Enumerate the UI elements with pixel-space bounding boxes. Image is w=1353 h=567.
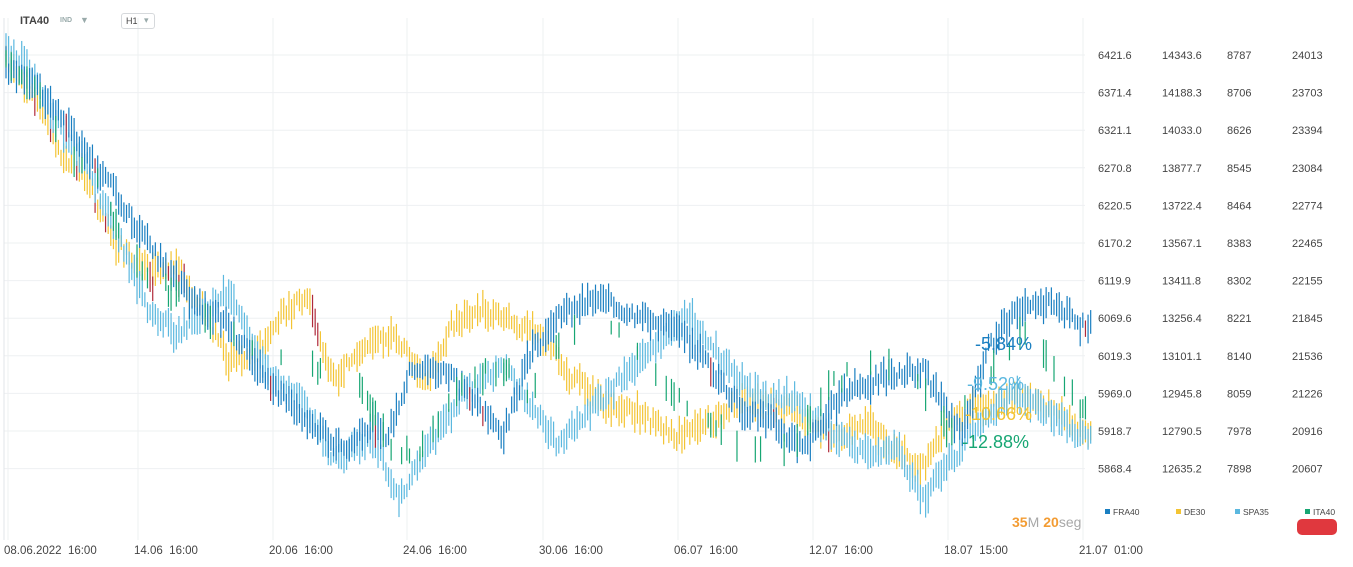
symbol-dropdown-icon[interactable]: ▼ bbox=[80, 15, 89, 25]
price-tick-label: 13256.4 bbox=[1162, 313, 1202, 325]
price-tick-label: 6019.3 bbox=[1098, 351, 1132, 363]
instrument-type-tag: IND bbox=[60, 17, 73, 24]
candle-countdown: 35M 20seg bbox=[1012, 514, 1081, 530]
price-tick-label: 8464 bbox=[1227, 200, 1251, 212]
time-tick-label: 08.06.2022 16:00 bbox=[4, 545, 97, 557]
countdown-seconds: 20 bbox=[1043, 514, 1059, 530]
series-FRA40 bbox=[5, 46, 1092, 464]
price-tick-label: 23703 bbox=[1292, 88, 1323, 100]
price-tick-label: 6270.8 bbox=[1098, 163, 1132, 175]
series-ITA40 bbox=[5, 50, 1087, 467]
legend-swatch bbox=[1176, 509, 1181, 514]
price-tick-label: 22465 bbox=[1292, 238, 1323, 250]
price-tick-label: 14188.3 bbox=[1162, 88, 1202, 100]
change-label-ITA40: -12.88% bbox=[962, 432, 1029, 452]
price-tick-label: 24013 bbox=[1292, 50, 1323, 62]
change-label-SPA35: -9.52% bbox=[967, 374, 1024, 394]
price-axes: 6421.6 6371.4 6321.1 6270.8 6220.5 6170.2 6119… bbox=[1098, 50, 1323, 476]
time-axis: 08.06.2022 16:00 14.06 16:00 20.06 16:00 24… bbox=[4, 545, 1143, 557]
price-tick-label: 5918.7 bbox=[1098, 426, 1132, 438]
price-tick-label: 8140 bbox=[1227, 351, 1251, 363]
countdown-seconds-unit: seg bbox=[1059, 514, 1082, 530]
price-bars bbox=[5, 33, 1092, 518]
legend-label-SPA35: SPA35 bbox=[1243, 507, 1269, 517]
price-tick-label: 6170.2 bbox=[1098, 238, 1132, 250]
time-tick-label: 14.06 16:00 bbox=[134, 545, 198, 557]
chevron-down-icon: ▾ bbox=[144, 15, 149, 25]
price-tick-label: 22155 bbox=[1292, 276, 1323, 288]
price-tick-label: 20916 bbox=[1292, 426, 1323, 438]
change-label-FRA40: -5.84% bbox=[975, 334, 1032, 354]
series-DE30 bbox=[5, 45, 1092, 485]
price-tick-label: 8383 bbox=[1227, 238, 1251, 250]
price-tick-label: 8545 bbox=[1227, 163, 1251, 175]
price-tick-label: 5969.0 bbox=[1098, 388, 1132, 400]
price-tick-label: 14343.6 bbox=[1162, 50, 1202, 62]
timeframe-value: H1 bbox=[126, 16, 138, 26]
price-tick-label: 8059 bbox=[1227, 388, 1251, 400]
price-tick-label: 8706 bbox=[1227, 88, 1251, 100]
countdown-minutes-unit: M bbox=[1028, 514, 1040, 530]
symbol-title[interactable]: ITA40 bbox=[20, 15, 50, 27]
price-tick-label: 6119.9 bbox=[1098, 276, 1131, 288]
price-tick-label: 23394 bbox=[1292, 125, 1323, 137]
price-tick-label: 21226 bbox=[1292, 388, 1323, 400]
price-tick-label: 8626 bbox=[1227, 125, 1251, 137]
legend-swatch bbox=[1105, 509, 1110, 514]
price-tick-label: 6069.6 bbox=[1098, 313, 1132, 325]
price-tick-label: 6421.6 bbox=[1098, 50, 1132, 62]
price-tick-label: 23084 bbox=[1292, 163, 1323, 175]
legend-swatch bbox=[1235, 509, 1240, 514]
change-label-DE30: -10.66% bbox=[965, 404, 1032, 424]
price-tick-label: 7978 bbox=[1227, 426, 1251, 438]
time-tick-label: 30.06 16:00 bbox=[539, 545, 603, 557]
time-tick-label: 12.07 16:00 bbox=[809, 545, 873, 557]
time-tick-label: 24.06 16:00 bbox=[403, 545, 467, 557]
legend-label-DE30: DE30 bbox=[1184, 507, 1206, 517]
price-tick-label: 6220.5 bbox=[1098, 200, 1132, 212]
change-labels: -5.84% -9.52% -10.66% -12.88% bbox=[962, 334, 1032, 452]
time-tick-label: 20.06 16:00 bbox=[269, 545, 333, 557]
countdown-minutes: 35 bbox=[1012, 514, 1028, 530]
price-tick-label: 7898 bbox=[1227, 464, 1251, 476]
price-tick-label: 20607 bbox=[1292, 464, 1323, 476]
price-tick-label: 5868.4 bbox=[1098, 464, 1132, 476]
time-tick-label: 18.07 15:00 bbox=[944, 545, 1008, 557]
price-tick-label: 13411.8 bbox=[1162, 276, 1201, 288]
chart-grid bbox=[3, 18, 1085, 540]
alert-badge[interactable] bbox=[1297, 519, 1337, 535]
price-tick-label: 8787 bbox=[1227, 50, 1251, 62]
price-tick-label: 21845 bbox=[1292, 313, 1323, 325]
price-tick-label: 12945.8 bbox=[1162, 388, 1202, 400]
time-tick-label: 21.07 01:00 bbox=[1079, 545, 1143, 557]
price-tick-label: 13877.7 bbox=[1162, 163, 1202, 175]
legend-label-ITA40: ITA40 bbox=[1313, 507, 1335, 517]
price-tick-label: 21536 bbox=[1292, 351, 1323, 363]
price-tick-label: 12790.5 bbox=[1162, 426, 1202, 438]
price-tick-label: 12635.2 bbox=[1162, 464, 1202, 476]
chart-legend: FRA40 DE30 SPA35 ITA40 bbox=[1105, 507, 1335, 517]
price-tick-label: 14033.0 bbox=[1162, 125, 1202, 137]
price-tick-label: 13101.1 bbox=[1162, 351, 1202, 363]
timeframe-select[interactable]: H1 ▾ bbox=[121, 13, 155, 29]
price-tick-label: 6371.4 bbox=[1098, 88, 1132, 100]
legend-swatch bbox=[1305, 509, 1310, 514]
time-tick-label: 06.07 16:00 bbox=[674, 545, 738, 557]
price-tick-label: 13567.1 bbox=[1162, 238, 1202, 250]
price-tick-label: 13722.4 bbox=[1162, 200, 1202, 212]
price-tick-label: 6321.1 bbox=[1098, 125, 1132, 137]
legend-label-FRA40: FRA40 bbox=[1113, 507, 1140, 517]
price-tick-label: 8221 bbox=[1227, 313, 1251, 325]
price-tick-label: 22774 bbox=[1292, 200, 1323, 212]
price-tick-label: 8302 bbox=[1227, 276, 1251, 288]
